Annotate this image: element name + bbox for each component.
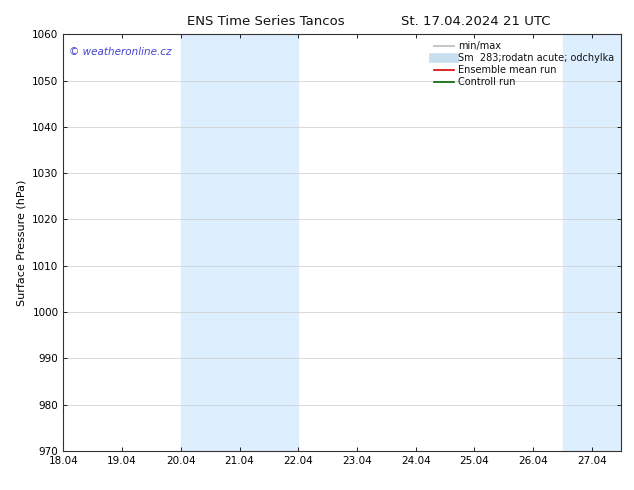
Text: St. 17.04.2024 21 UTC: St. 17.04.2024 21 UTC [401,15,550,28]
Bar [562,34,621,451]
Text: ENS Time Series Tancos: ENS Time Series Tancos [188,15,345,28]
Bar [181,34,299,451]
Y-axis label: Surface Pressure (hPa): Surface Pressure (hPa) [16,179,27,306]
Text: © weatheronline.cz: © weatheronline.cz [69,47,171,57]
Legend: min/max, Sm  283;rodatn acute; odchylka, Ensemble mean run, Controll run: min/max, Sm 283;rodatn acute; odchylka, … [432,39,616,89]
